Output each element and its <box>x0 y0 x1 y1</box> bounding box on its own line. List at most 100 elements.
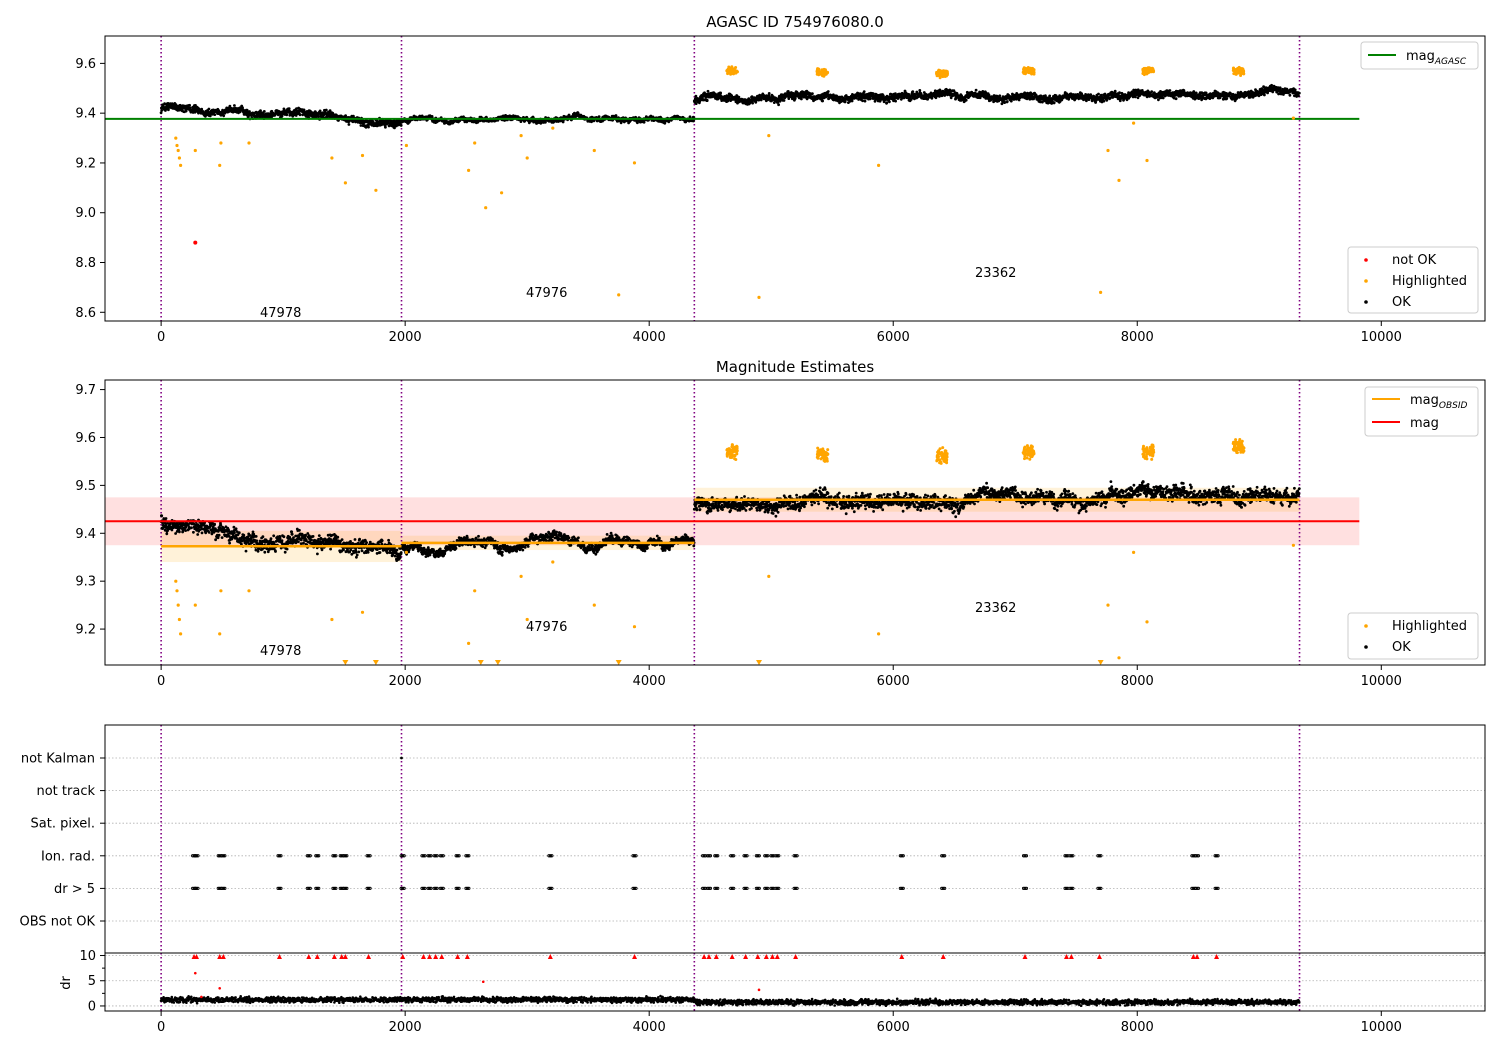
ok-point <box>1225 97 1229 100</box>
highlighted-point <box>1022 71 1026 75</box>
highlighted-point <box>519 134 523 138</box>
ok-point <box>160 109 164 112</box>
ok-point <box>200 527 204 531</box>
ok-point <box>234 527 238 531</box>
highlighted-point <box>500 191 504 195</box>
highlighted-point <box>1235 71 1239 75</box>
highlighted-point <box>1145 158 1149 163</box>
highlighted-point <box>525 156 529 160</box>
ok-point <box>285 113 289 117</box>
ok-point <box>868 97 872 101</box>
ok-point <box>1204 91 1208 95</box>
ok-point <box>751 101 754 105</box>
ok-point <box>1293 88 1297 92</box>
highlighted-point <box>1237 65 1241 69</box>
ok-point <box>726 99 730 103</box>
legend-ok-label: OK <box>1392 295 1411 310</box>
legend-notok-label: not OK <box>1392 253 1437 268</box>
ok-point <box>232 525 236 529</box>
ok-point <box>178 530 181 534</box>
ok-point <box>1136 96 1140 100</box>
ok-point <box>1009 99 1013 103</box>
highlighted-point <box>1022 66 1026 70</box>
ok-point <box>811 92 814 95</box>
ok-point <box>767 92 771 95</box>
ok-point <box>1168 89 1172 92</box>
ok-point <box>907 93 911 96</box>
highlighted-point <box>330 156 334 160</box>
ok-point <box>1271 90 1275 94</box>
ok-point <box>399 124 403 127</box>
ok-point <box>227 529 231 533</box>
ok-point <box>1297 91 1301 95</box>
ok-point <box>1263 93 1266 97</box>
ok-point <box>176 104 179 108</box>
ok-point <box>166 102 170 105</box>
ok-point <box>759 98 763 102</box>
p1-xtick-label: 10000 <box>1361 330 1402 345</box>
highlighted-point <box>467 168 471 172</box>
highlighted-point <box>1232 72 1236 76</box>
highlighted-point <box>1029 70 1033 74</box>
ok-point <box>228 104 232 108</box>
ok-point <box>196 533 200 536</box>
legend-notok-marker <box>1364 258 1368 262</box>
highlighted-point <box>944 71 948 75</box>
ok-point <box>1017 98 1021 102</box>
p1-ytick-label: 9.6 <box>75 57 96 72</box>
ok-point <box>207 107 211 111</box>
p1-xtick-label: 2000 <box>389 330 422 345</box>
ok-point <box>663 121 667 125</box>
highlighted-point <box>822 74 826 78</box>
ok-point <box>418 114 422 118</box>
highlighted-point <box>1099 290 1103 294</box>
ok-point <box>217 533 221 537</box>
ok-point <box>240 542 243 546</box>
ok-point <box>347 123 351 126</box>
highlighted-point <box>1239 71 1243 75</box>
ok-point <box>216 536 220 540</box>
ok-point <box>1257 94 1261 98</box>
ok-point <box>210 532 214 536</box>
ok-point <box>1278 86 1282 90</box>
ok-point <box>782 99 786 102</box>
highlighted-point <box>484 206 488 210</box>
ok-point <box>1157 98 1160 102</box>
ok-point <box>159 111 163 115</box>
ok-point <box>295 107 298 110</box>
ok-point <box>200 531 204 535</box>
ok-point <box>777 103 780 107</box>
ok-point <box>1052 101 1056 105</box>
legend-bottom-agasc: not OK Highlighted OK <box>1347 246 1479 314</box>
ok-point <box>959 99 963 102</box>
ok-point <box>208 114 212 118</box>
highlighted-point <box>218 163 222 167</box>
ok-point <box>212 530 216 534</box>
p1-xtick-label: 4000 <box>633 330 666 345</box>
ok-point <box>987 93 991 97</box>
ok-point <box>287 107 291 111</box>
ok-point <box>262 110 266 113</box>
ok-point <box>998 94 1002 98</box>
highlighted-point <box>617 293 621 297</box>
panel-agasc-frame <box>104 35 1486 322</box>
highlighted-point <box>757 295 761 299</box>
ok-point <box>187 523 190 527</box>
ok-point <box>1118 91 1121 94</box>
obsid-label: 23362 <box>975 266 1016 281</box>
ok-point <box>430 115 434 118</box>
highlighted-point <box>1141 69 1145 73</box>
ok-point <box>787 97 791 100</box>
highlighted-point <box>942 73 946 77</box>
p1-ytick-label: 8.8 <box>75 256 96 271</box>
ok-point <box>821 99 824 103</box>
ok-point <box>1097 92 1100 96</box>
legend-highlighted-label: Highlighted <box>1392 274 1467 289</box>
highlighted-point <box>176 148 180 153</box>
highlighted-point <box>767 134 771 138</box>
ok-point <box>885 101 889 105</box>
ok-point <box>800 97 803 101</box>
highlighted-point <box>177 156 181 160</box>
highlighted-point <box>735 70 739 74</box>
ok-point <box>706 89 710 93</box>
